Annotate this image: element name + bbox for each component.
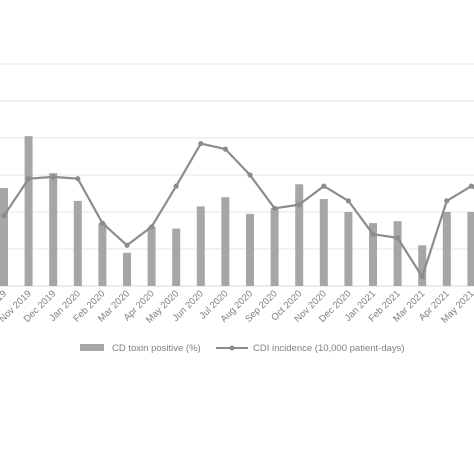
bar-jan-2020	[73, 200, 82, 286]
line-point-sep-2020	[272, 205, 278, 211]
line-point-feb-2020	[99, 220, 105, 226]
line-point-jun-2020	[198, 140, 204, 147]
line-point-dec-2019	[50, 174, 56, 180]
line-point-dec-2020	[345, 198, 351, 204]
line-point-may-2020	[173, 183, 179, 189]
x-tick-label: 19	[0, 288, 9, 303]
bar-oct-2020	[295, 184, 304, 286]
bar-apr-2021	[442, 212, 451, 286]
bar-feb-2021	[393, 221, 402, 286]
bar-oct-2019	[0, 187, 8, 286]
bar-mar-2021	[418, 245, 427, 286]
bar-jan-2021	[369, 223, 377, 286]
line-point-mar-2021	[419, 274, 425, 280]
horizontal-gridlines	[0, 63, 474, 287]
legend-label-bar: CD toxin positive (%)	[112, 343, 201, 354]
line-point-nov-2019	[26, 176, 32, 182]
line-point-may-2021	[468, 183, 474, 189]
line-point-mar-2020	[124, 242, 130, 248]
line-point-aug-2020	[247, 172, 253, 178]
bar-nov-2019	[24, 136, 33, 286]
line-series-cdi-incidence	[1, 140, 474, 280]
bar-dec-2019	[49, 173, 58, 286]
bar-jun-2020	[196, 206, 205, 286]
line-point-oct-2020	[296, 202, 302, 208]
line-point-jul-2020	[222, 146, 228, 152]
bar-mar-2020	[123, 252, 131, 286]
bar-aug-2020	[246, 213, 254, 286]
legend-label-line: CDI incidence (10,000 patient-days)	[253, 343, 405, 354]
bar-dec-2020	[344, 212, 353, 286]
bar-may-2021	[467, 212, 474, 286]
line-point-jan-2020	[75, 176, 81, 182]
bar-sep-2020	[270, 208, 279, 286]
line-point-feb-2021	[395, 235, 401, 241]
line-point-nov-2020	[321, 183, 327, 189]
bar-nov-2020	[319, 199, 328, 286]
legend: CD toxin positive (%) CDI incidence (10,…	[80, 343, 405, 354]
bar-apr-2020	[147, 226, 156, 286]
legend-swatch-marker	[229, 345, 235, 351]
line-point-jan-2021	[370, 231, 376, 237]
legend-swatch-bar	[80, 344, 104, 351]
bar-series-cd-toxin-positive	[0, 136, 474, 286]
line-point-apr-2021	[444, 198, 450, 204]
bar-jul-2020	[221, 197, 230, 286]
line-point-apr-2020	[149, 224, 155, 230]
bar-feb-2020	[98, 223, 107, 286]
bar-may-2020	[172, 228, 181, 286]
line-point-oct-2019	[1, 213, 7, 219]
